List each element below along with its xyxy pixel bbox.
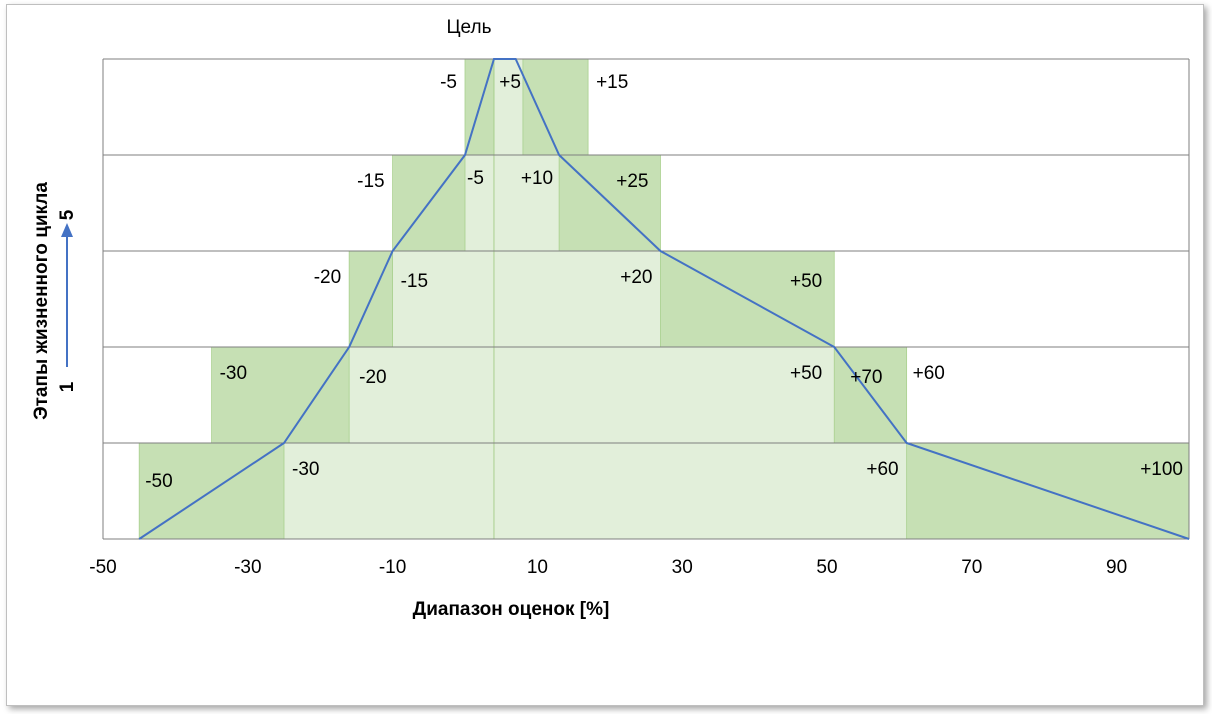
label-stage-4-inner-low: -5	[467, 168, 484, 189]
label-stage-4-high: +25	[616, 171, 648, 192]
x-tick-label-4: 30	[672, 557, 693, 578]
x-tick-label-5: 50	[816, 557, 837, 578]
inner-band-stage-4	[464, 154, 560, 252]
x-tick-label-6: 70	[961, 557, 982, 578]
range-bands	[138, 58, 1190, 540]
label-stage-3-inner-high: +20	[620, 267, 652, 288]
label-stage-4-low: -15	[357, 171, 384, 192]
label-stage-1-low: -50	[145, 471, 172, 492]
label-stage-2-extra: +60	[913, 363, 945, 384]
x-axis: -50 -30 -10 10 30 50 70 90	[89, 557, 1127, 578]
label-stage-5-low: -5	[440, 72, 457, 93]
inner-band-stage-3	[392, 250, 661, 348]
label-stage-2-inner-low: -20	[359, 367, 386, 388]
label-stage-2-inner-high: +50	[790, 363, 822, 384]
estimate-line	[138, 58, 1190, 540]
estimate-polyline	[138, 58, 1190, 540]
label-stage-3-low: -20	[314, 267, 341, 288]
y-arrow-start-label: 1	[57, 381, 78, 392]
y-axis-title: Этапы жизненного цикла	[31, 182, 52, 420]
x-tick-label-0: -50	[89, 557, 116, 578]
x-tick-label-2: -10	[379, 557, 406, 578]
label-stage-1-high: +100	[1140, 459, 1183, 480]
label-stage-5-high: +15	[596, 72, 628, 93]
x-tick-label-7: 90	[1106, 557, 1127, 578]
label-stage-3-inner-low: -15	[401, 271, 428, 292]
outer-band-stage-5	[464, 58, 589, 156]
chart-svg: -50 -30 +60 +100 -30 -20 +50 +70 +60 -20 -15 +20 +50…	[31, 17, 1190, 620]
y-axis-arrow-group: 1 5	[57, 209, 78, 392]
inner-band-stage-2	[348, 346, 835, 444]
label-stage-2-high: +70	[850, 367, 882, 388]
inner-band-stage-5	[493, 58, 524, 156]
x-tick-label-3: 10	[527, 557, 548, 578]
x-axis-title: Диапазон оценок [%]	[413, 599, 610, 620]
label-stage-4-inner-high: +10	[521, 168, 553, 189]
arrow-up-icon	[61, 223, 73, 237]
grid-lines	[102, 58, 1190, 540]
label-stage-5-inner-high: +5	[499, 72, 521, 93]
label-stage-2-low: -30	[220, 363, 247, 384]
y-arrow-end-label: 5	[57, 209, 78, 220]
band-labels: -50 -30 +60 +100 -30 -20 +50 +70 +60 -20 -15 +20 +50…	[145, 72, 1183, 492]
label-stage-3-high: +50	[790, 271, 822, 292]
y-axis-title-group: Этапы жизненного цикла	[31, 182, 52, 420]
inner-band-stage-1	[283, 442, 908, 540]
target-label: Цель	[447, 17, 492, 38]
label-stage-1-inner-low: -30	[292, 459, 319, 480]
label-stage-1-inner-high: +60	[866, 459, 898, 480]
chart-frame: -50 -30 +60 +100 -30 -20 +50 +70 +60 -20 -15 +20 +50…	[6, 4, 1204, 706]
x-tick-label-1: -30	[234, 557, 261, 578]
